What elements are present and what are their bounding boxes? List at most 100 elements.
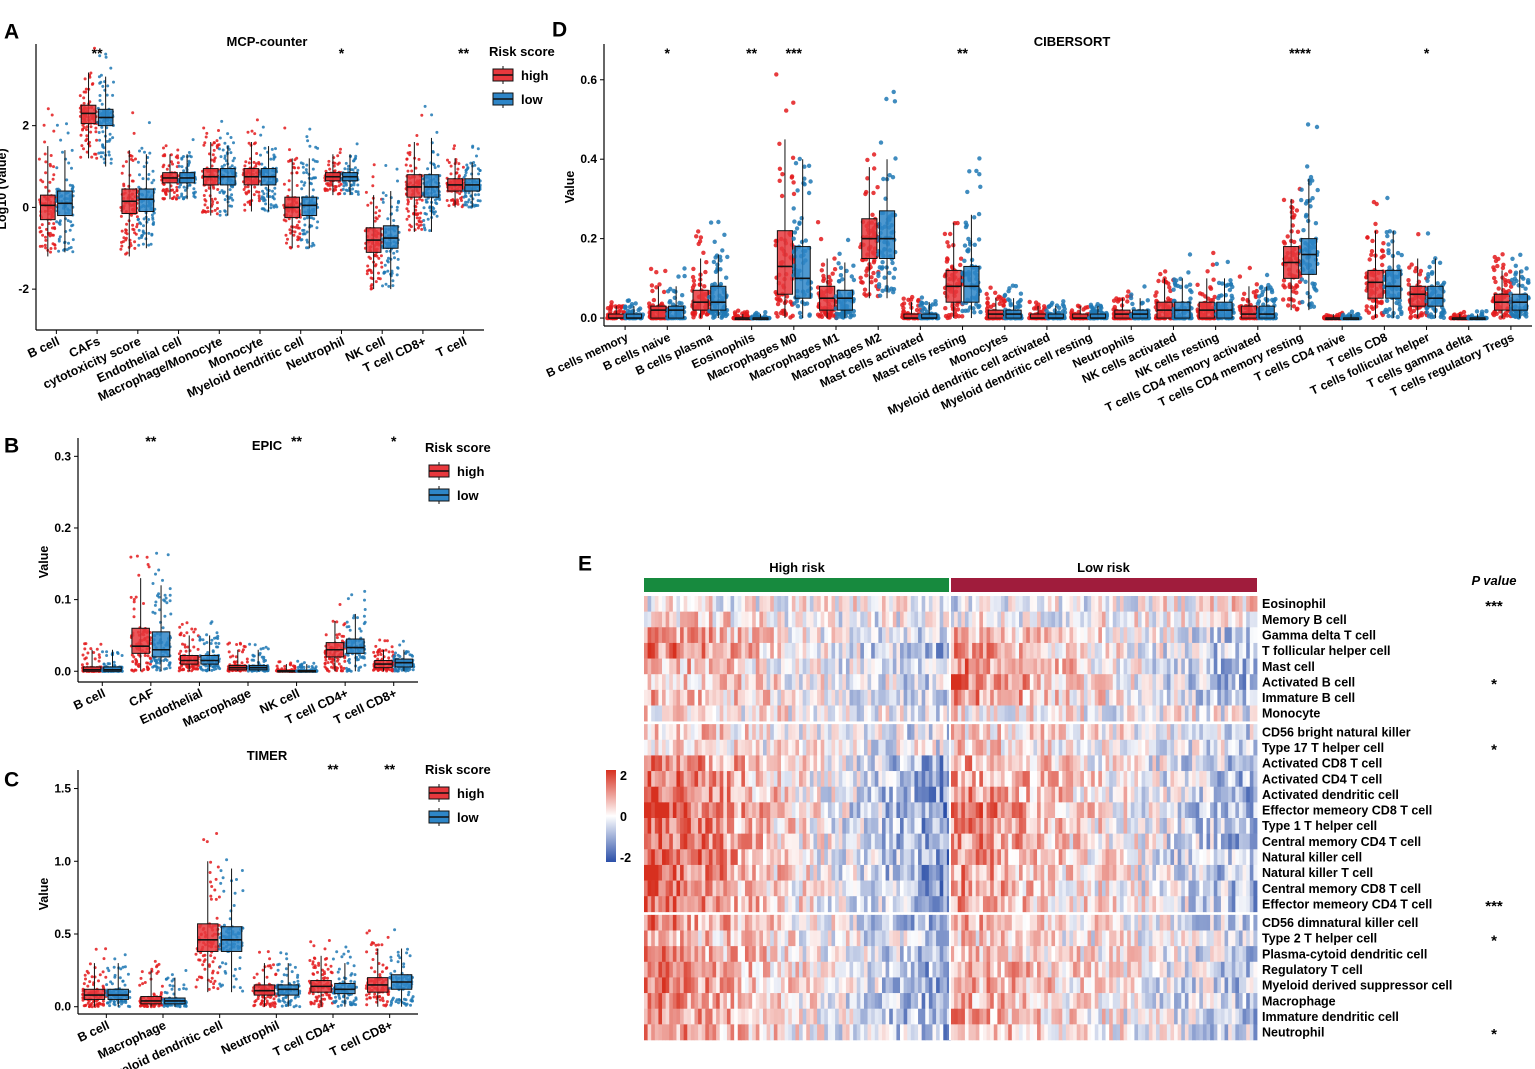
point — [84, 87, 88, 91]
point — [432, 163, 436, 167]
point — [210, 202, 214, 206]
point — [157, 592, 161, 596]
point — [365, 931, 369, 935]
point — [452, 147, 456, 151]
point — [88, 980, 92, 984]
point — [192, 630, 196, 634]
point — [44, 235, 47, 239]
point — [420, 113, 424, 117]
point — [369, 257, 372, 260]
point — [137, 228, 141, 232]
point — [293, 230, 297, 234]
point — [210, 143, 214, 147]
point — [68, 183, 72, 187]
point — [423, 228, 427, 232]
point — [365, 993, 368, 997]
point — [447, 161, 451, 164]
point — [113, 957, 117, 961]
point — [194, 985, 198, 989]
significance-t-cell: ** — [458, 45, 469, 61]
point — [313, 159, 317, 163]
point — [216, 987, 220, 991]
point — [241, 889, 245, 893]
point — [227, 650, 231, 654]
point — [222, 889, 226, 893]
point — [402, 962, 406, 966]
point — [184, 1004, 188, 1008]
point — [218, 136, 222, 140]
point — [119, 214, 123, 218]
point — [239, 642, 242, 646]
point — [157, 595, 161, 599]
point — [396, 257, 400, 261]
point — [373, 654, 377, 658]
point — [323, 947, 327, 951]
point — [175, 185, 179, 189]
point — [132, 669, 136, 673]
point — [132, 131, 136, 135]
point — [204, 135, 208, 139]
point — [296, 244, 300, 248]
point — [312, 956, 316, 960]
point — [126, 1004, 130, 1008]
point — [395, 167, 399, 171]
point — [190, 627, 194, 631]
point — [271, 195, 275, 198]
point — [69, 220, 73, 224]
point — [109, 66, 113, 70]
point — [338, 151, 342, 155]
point — [217, 895, 221, 899]
point — [296, 975, 299, 979]
point — [433, 210, 437, 214]
point — [218, 965, 222, 969]
point — [346, 597, 350, 601]
point — [347, 657, 351, 661]
point — [623, 304, 628, 309]
point — [307, 665, 311, 669]
point — [215, 631, 219, 635]
point — [67, 241, 70, 245]
point — [86, 971, 90, 975]
point — [92, 651, 96, 654]
point — [301, 232, 305, 236]
point — [383, 270, 387, 274]
point — [316, 146, 320, 150]
point — [463, 173, 467, 177]
legend-title: Risk score — [425, 440, 491, 455]
point — [221, 961, 224, 965]
point — [398, 643, 402, 647]
point — [374, 211, 378, 215]
point — [435, 202, 439, 206]
y-tick-label: 0.3 — [54, 449, 71, 463]
point — [61, 150, 64, 154]
point — [386, 269, 390, 273]
point — [49, 154, 53, 157]
point — [218, 213, 222, 217]
point — [329, 964, 333, 968]
point — [112, 1002, 116, 1006]
point — [204, 199, 208, 203]
point — [149, 660, 153, 664]
point — [365, 1003, 369, 1007]
point — [101, 145, 105, 149]
point — [183, 188, 187, 192]
point — [147, 243, 151, 247]
point — [252, 193, 256, 197]
point — [162, 146, 165, 150]
point — [313, 964, 317, 968]
point — [350, 593, 354, 597]
box-low-cytotoxicity-score — [138, 188, 155, 212]
point — [163, 614, 167, 618]
point — [203, 967, 207, 971]
point — [107, 153, 111, 157]
point — [230, 193, 234, 197]
point — [107, 969, 111, 973]
box-high-caf — [131, 627, 150, 654]
significance-nk-cell: ** — [291, 433, 302, 449]
point — [372, 941, 376, 945]
y-tick-label: 0.0 — [580, 311, 597, 325]
point — [205, 840, 209, 844]
point — [286, 237, 289, 241]
